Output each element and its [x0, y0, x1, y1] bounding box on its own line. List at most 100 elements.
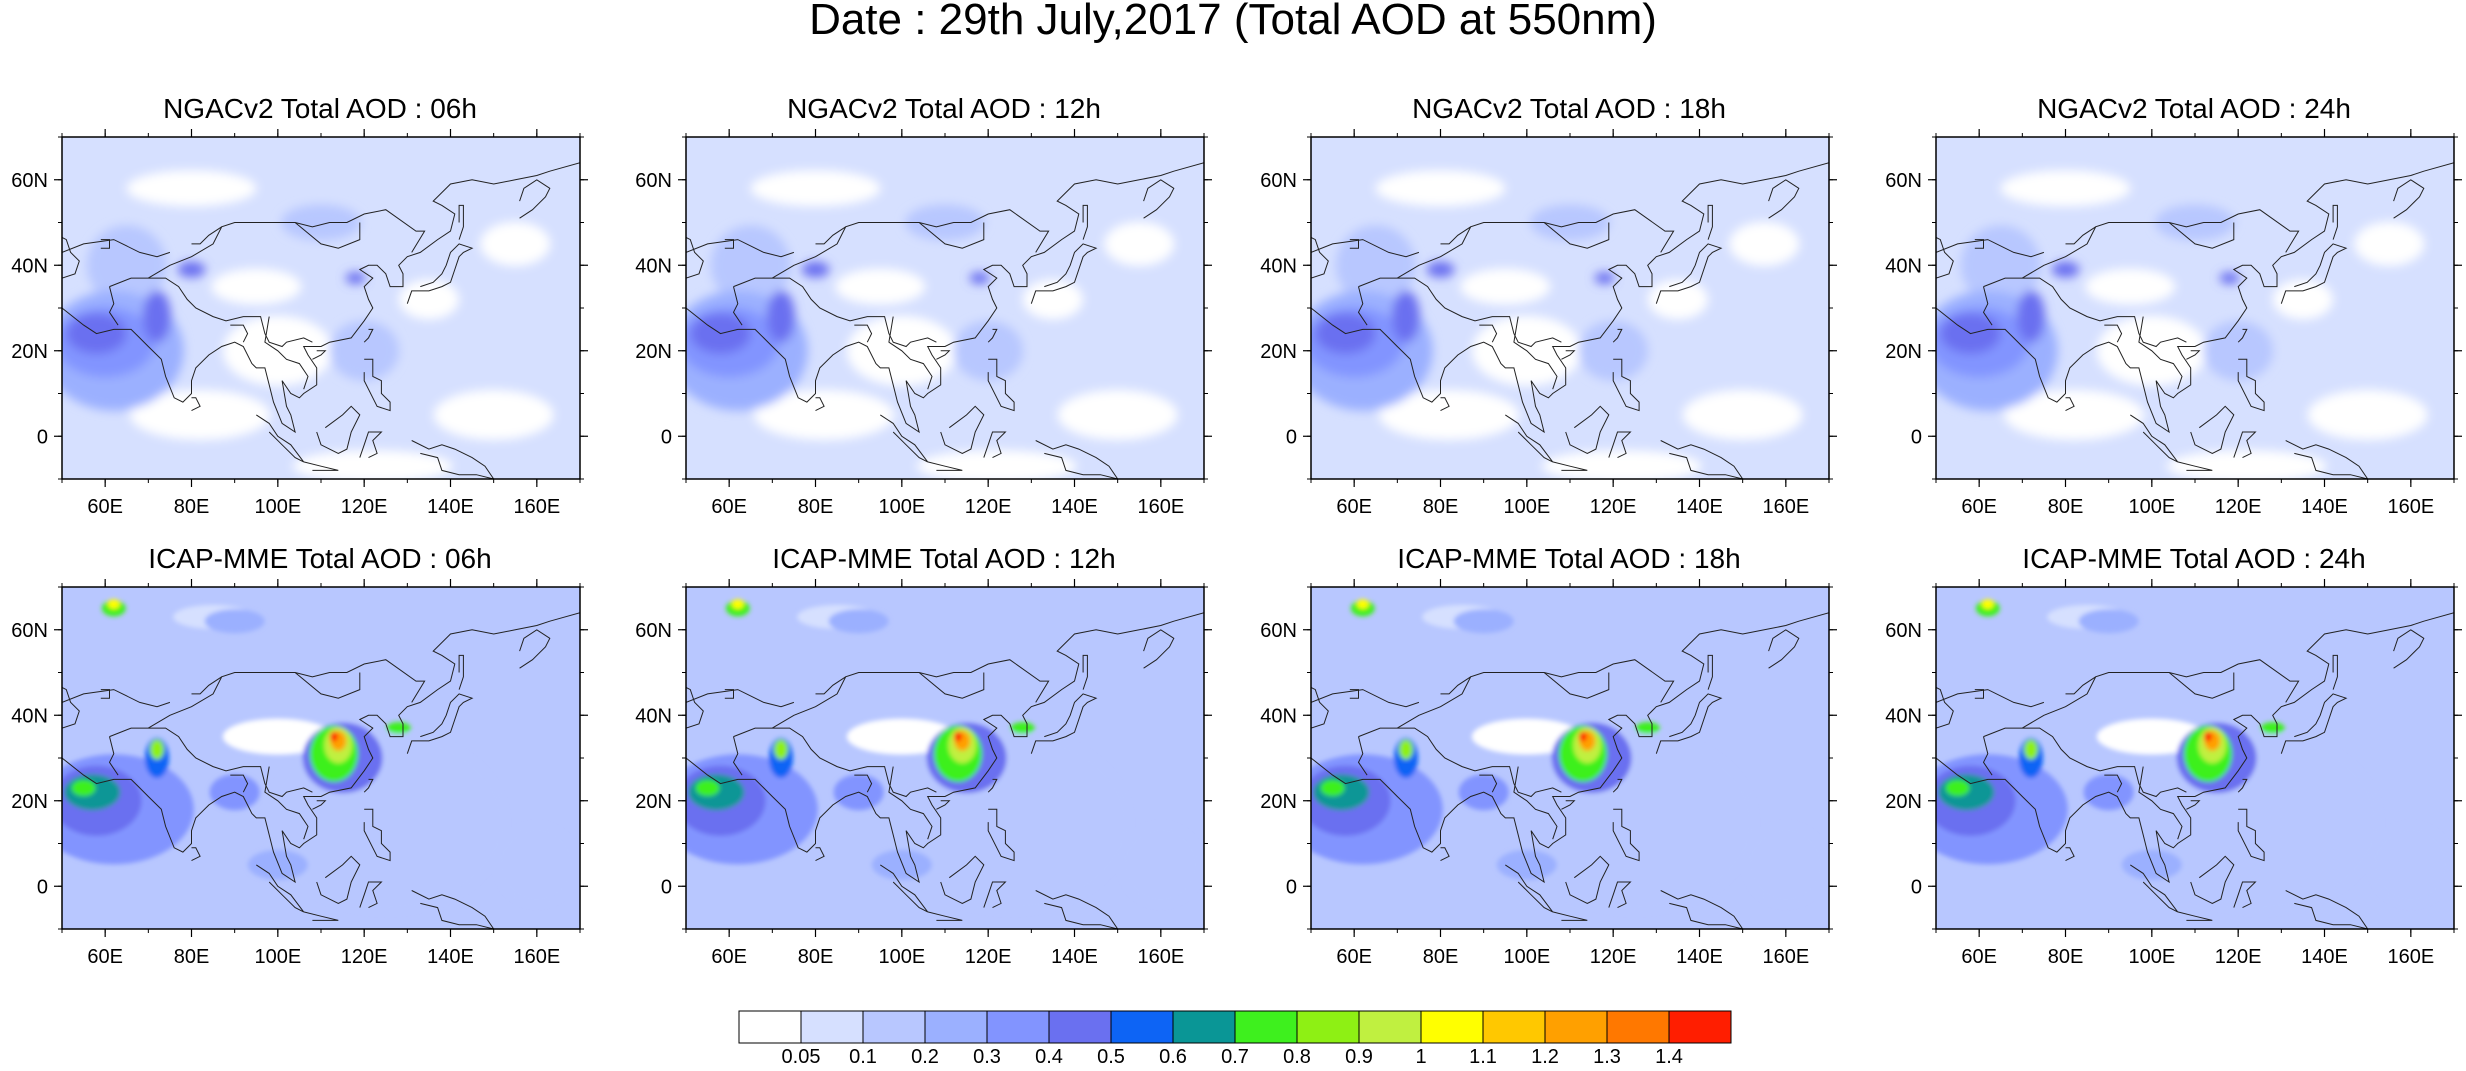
aod-map: 60E 80E 100E 120E 140E 160E 60N 40N 20N 0 — [11, 129, 588, 518]
lon-tick-label: 160E — [2387, 496, 2434, 518]
lat-tick-label: 20N — [1885, 791, 1922, 813]
colorbar-box — [1296, 1010, 1360, 1044]
aod-region — [2203, 320, 2274, 381]
map-panel: ICAP-MME Total AOD : 12h 60E 80E 100E 120E 14… — [624, 542, 1264, 1022]
coastlines — [1311, 162, 1829, 479]
panel-title: ICAP-MME Total AOD : 24h — [2022, 543, 2366, 574]
colorbar-label: 0.5 — [1097, 1046, 1125, 1065]
panel-title: NGACv2 Total AOD : 18h — [1412, 93, 1726, 124]
colorbar-label: 0.3 — [973, 1046, 1001, 1065]
hotspot — [2051, 261, 2080, 278]
lon-tick-label: 120E — [341, 946, 388, 968]
lon-tick-label: 160E — [1762, 946, 1809, 968]
lon-tick-label: 120E — [1590, 946, 1637, 968]
lon-tick-label: 100E — [1503, 496, 1550, 518]
lon-tick-label: 120E — [1590, 496, 1637, 518]
lon-tick-label: 140E — [2301, 946, 2348, 968]
haze-region — [2203, 731, 2212, 742]
haze-region — [1578, 731, 1587, 742]
colorbar-box — [1172, 1010, 1236, 1044]
smoke-plume — [1981, 599, 1994, 610]
lat-tick-label: 0 — [661, 426, 672, 448]
aod-region — [905, 204, 985, 241]
lat-tick-label: 0 — [37, 426, 48, 448]
lon-tick-label: 140E — [2301, 496, 2348, 518]
lon-tick-label: 60E — [87, 496, 123, 518]
lon-tick-label: 160E — [2387, 946, 2434, 968]
haze-region — [1010, 722, 1035, 735]
lon-tick-label: 120E — [341, 496, 388, 518]
lon-tick-label: 80E — [2048, 496, 2084, 518]
lon-tick-label: 100E — [2128, 496, 2175, 518]
lon-tick-label: 80E — [174, 496, 210, 518]
colorbar-label: 0.6 — [1159, 1046, 1187, 1065]
lon-tick-label: 140E — [1676, 946, 1723, 968]
coastlines — [62, 162, 580, 479]
lat-tick-label: 20N — [1885, 341, 1922, 363]
aod-map: 60E 80E 100E 120E 140E 160E 60N 40N 20N 0 — [1260, 579, 1837, 968]
map-panel: NGACv2 Total AOD : 12h 60E 80E 100E 120E 140E… — [624, 92, 1264, 572]
lat-tick-label: 20N — [11, 791, 48, 813]
lat-tick-label: 60N — [1260, 620, 1297, 642]
aod-region — [2139, 732, 2380, 913]
lat-tick-label: 20N — [635, 791, 672, 813]
aod-region — [496, 824, 577, 905]
aod-region — [1745, 824, 1826, 905]
low-aod-region — [398, 279, 459, 320]
low-aod-region — [1729, 221, 1800, 266]
lat-tick-label: 40N — [11, 255, 48, 277]
aod-region — [1453, 609, 1514, 634]
lon-tick-label: 120E — [965, 946, 1012, 968]
lat-tick-label: 60N — [1260, 170, 1297, 192]
hotspot — [345, 272, 366, 285]
lon-tick-label: 80E — [798, 496, 834, 518]
aod-region — [281, 204, 361, 241]
low-aod-region — [2085, 268, 2176, 305]
low-aod-region — [433, 389, 554, 440]
coastlines — [1936, 612, 2454, 929]
haze-region — [2260, 722, 2285, 735]
aod-region — [1120, 824, 1201, 905]
lat-tick-label: 40N — [1885, 705, 1922, 727]
hotspot — [969, 272, 990, 285]
dust-plume — [773, 739, 788, 760]
lon-tick-label: 60E — [711, 946, 747, 968]
aod-region — [1335, 225, 1416, 306]
lon-tick-label: 100E — [878, 946, 925, 968]
smoke-plume — [731, 599, 744, 610]
lat-tick-label: 0 — [661, 876, 672, 898]
lat-tick-label: 0 — [1286, 426, 1297, 448]
low-aod-region — [1541, 450, 1702, 479]
haze-region — [953, 731, 962, 742]
map-panel: ICAP-MME Total AOD : 18h 60E 80E 100E 120E 14… — [1249, 542, 1889, 1022]
colorbar-box — [738, 1010, 802, 1044]
low-aod-region — [2272, 279, 2333, 320]
lon-tick-label: 160E — [1762, 496, 1809, 518]
lon-tick-label: 120E — [2215, 946, 2262, 968]
lon-tick-label: 140E — [1051, 946, 1098, 968]
map-panel: NGACv2 Total AOD : 06h 60E 80E 100E 120E 140E… — [0, 92, 640, 572]
low-aod-region — [835, 268, 926, 305]
lon-tick-label: 140E — [427, 946, 474, 968]
colorbar-box — [800, 1010, 864, 1044]
low-aod-region — [2307, 389, 2428, 440]
lat-tick-label: 40N — [1260, 255, 1297, 277]
lon-tick-label: 60E — [1336, 946, 1372, 968]
low-aod-region — [126, 170, 257, 207]
low-aod-region — [2004, 389, 2145, 440]
haze-region — [1635, 722, 1660, 735]
lon-tick-label: 120E — [965, 496, 1012, 518]
panel-title: ICAP-MME Total AOD : 18h — [1397, 543, 1741, 574]
lat-tick-label: 0 — [37, 876, 48, 898]
dust-plume — [766, 290, 795, 343]
aod-region — [2078, 609, 2139, 634]
coastlines — [1311, 612, 1829, 929]
colorbar-box — [1482, 1010, 1546, 1044]
hotspot — [2219, 272, 2240, 285]
colorbar-box — [1048, 1010, 1112, 1044]
lat-tick-label: 40N — [635, 705, 672, 727]
low-aod-region — [130, 389, 271, 440]
colorbar-box — [1358, 1010, 1422, 1044]
coastlines — [686, 162, 1204, 479]
lat-tick-label: 60N — [1885, 170, 1922, 192]
